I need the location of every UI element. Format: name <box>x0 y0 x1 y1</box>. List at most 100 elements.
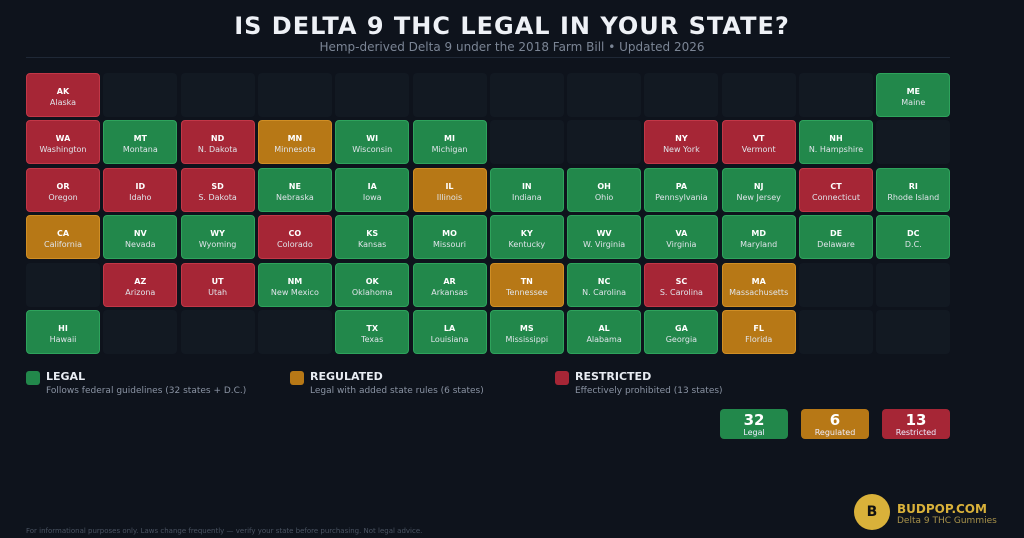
state-tile-ia[interactable]: IA Iowa <box>335 167 410 212</box>
state-abbr: WY <box>210 229 225 239</box>
state-tile-az[interactable]: AZ Arizona <box>103 262 178 307</box>
state-tile-oh[interactable]: OH Ohio <box>567 167 642 212</box>
state-tile-de[interactable]: DE Delaware <box>799 215 873 260</box>
state-tile-ut[interactable]: UT Utah <box>180 262 255 307</box>
state-name: Kentucky <box>508 240 546 250</box>
empty-tile <box>335 73 410 117</box>
state-name: Colorado <box>277 240 313 250</box>
state-tile-me[interactable]: ME Maine <box>876 73 951 117</box>
state-abbr: PA <box>675 181 688 191</box>
state-tile-sc[interactable]: SC S. Carolina <box>644 262 719 307</box>
state-tile-sd[interactable]: SD S. Dakota <box>180 167 255 212</box>
state-tile-mn[interactable]: MN Minnesota <box>257 120 332 165</box>
state-tile-wy[interactable]: WY Wyoming <box>180 215 255 260</box>
brand-logo[interactable]: B <box>854 494 890 530</box>
state-tile-nv[interactable]: NV Nevada <box>103 215 178 260</box>
state-abbr: NH <box>829 134 843 144</box>
state-name: Oregon <box>48 192 78 202</box>
legend-title: RESTRICTED <box>575 370 652 383</box>
state-name: Tennessee <box>505 287 548 297</box>
state-tile-mo[interactable]: MO Missouri <box>412 215 487 260</box>
state-name: Maryland <box>740 240 778 250</box>
state-abbr: TX <box>366 324 378 333</box>
state-name: California <box>44 240 82 250</box>
state-name: New Jersey <box>736 192 781 202</box>
state-tile-il[interactable]: IL Illinois <box>412 167 487 212</box>
state-name: Nevada <box>125 240 156 250</box>
empty-tile <box>644 73 719 117</box>
state-tile-fl[interactable]: FL Florida <box>721 310 796 354</box>
state-name: Vermont <box>741 145 776 155</box>
state-name: Washington <box>39 145 87 155</box>
state-tile-al[interactable]: AL Alabama <box>567 310 642 354</box>
state-tile-ny[interactable]: NY New York <box>644 120 719 165</box>
state-name: Pennsylvania <box>655 192 708 202</box>
state-tile-ak[interactable]: AK Alaska <box>26 73 100 117</box>
state-name: Mississippi <box>505 335 549 344</box>
state-tile-ks[interactable]: KS Kansas <box>335 215 410 260</box>
state-tile-pa[interactable]: PA Pennsylvania <box>644 167 719 212</box>
state-tile-or[interactable]: OR Oregon <box>26 167 100 212</box>
state-tile-ct[interactable]: CT Connecticut <box>799 167 873 212</box>
state-abbr: WV <box>596 229 612 239</box>
state-tile-nj[interactable]: NJ New Jersey <box>721 167 796 212</box>
state-tile-wi[interactable]: WI Wisconsin <box>335 120 410 165</box>
state-tile-mt[interactable]: MT Montana <box>103 120 178 165</box>
state-abbr: KY <box>520 229 533 239</box>
empty-tile <box>799 310 873 354</box>
state-tile-ne[interactable]: NE Nebraska <box>257 167 332 212</box>
state-tile-va[interactable]: VA Virginia <box>644 215 719 260</box>
regulated-swatch <box>290 371 304 385</box>
state-tile-in[interactable]: IN Indiana <box>489 167 564 212</box>
state-tile-ms[interactable]: MS Mississippi <box>489 310 564 354</box>
state-abbr: HI <box>58 324 68 333</box>
empty-tile <box>489 73 564 117</box>
state-tile-ri[interactable]: RI Rhode Island <box>876 167 951 212</box>
state-tile-ca[interactable]: CA California <box>26 215 100 260</box>
state-abbr: MD <box>751 229 766 239</box>
state-name: N. Dakota <box>197 145 238 155</box>
state-tile-nm[interactable]: NM New Mexico <box>257 262 332 307</box>
state-name: Alabama <box>586 335 622 344</box>
state-tile-tx[interactable]: TX Texas <box>335 310 410 354</box>
state-tile-nc[interactable]: NC N. Carolina <box>567 262 642 307</box>
state-abbr: MI <box>444 134 455 144</box>
state-tile-nd[interactable]: ND N. Dakota <box>180 120 255 165</box>
empty-tile <box>799 262 873 307</box>
state-abbr: RI <box>908 181 918 191</box>
state-abbr: WI <box>366 134 379 144</box>
state-tile-co[interactable]: CO Colorado <box>257 215 332 260</box>
state-abbr: FL <box>753 324 764 333</box>
state-tile-ma[interactable]: MA Massachusetts <box>721 262 796 307</box>
state-tile-wa[interactable]: WA Washington <box>26 120 100 165</box>
state-name: Wisconsin <box>352 145 393 155</box>
state-name: Massachusetts <box>729 287 789 297</box>
state-tile-hi[interactable]: HI Hawaii <box>26 310 100 354</box>
state-tile-tn[interactable]: TN Tennessee <box>489 262 564 307</box>
state-tile-nh[interactable]: NH N. Hampshire <box>799 120 873 165</box>
state-name: New York <box>663 145 700 155</box>
brand-name[interactable]: BUDPOP.COM <box>897 502 987 516</box>
state-tile-dc[interactable]: DC D.C. <box>876 215 951 260</box>
count-legal: 32 Legal <box>720 409 788 439</box>
state-tile-id[interactable]: ID Idaho <box>103 167 178 212</box>
state-name: Iowa <box>362 192 382 202</box>
legend-title: REGULATED <box>310 370 383 383</box>
state-tile-la[interactable]: LA Louisiana <box>412 310 487 354</box>
state-tile-mi[interactable]: MI Michigan <box>412 120 487 165</box>
state-tile-vt[interactable]: VT Vermont <box>721 120 796 165</box>
state-name: Hawaii <box>49 335 77 344</box>
state-name: Michigan <box>431 145 468 155</box>
empty-tile <box>721 73 796 117</box>
state-name: Minnesota <box>274 145 316 155</box>
legal-swatch <box>26 371 40 385</box>
state-tile-ky[interactable]: KY Kentucky <box>489 215 564 260</box>
state-tile-ga[interactable]: GA Georgia <box>644 310 719 354</box>
state-tile-wv[interactable]: WV W. Virginia <box>567 215 642 260</box>
state-abbr: IA <box>367 181 377 191</box>
state-tile-ok[interactable]: OK Oklahoma <box>335 262 410 307</box>
state-abbr: CO <box>288 229 302 239</box>
state-tile-ar[interactable]: AR Arkansas <box>412 262 487 307</box>
brand-tagline: Delta 9 THC Gummies <box>897 516 997 526</box>
state-tile-md[interactable]: MD Maryland <box>721 215 796 260</box>
